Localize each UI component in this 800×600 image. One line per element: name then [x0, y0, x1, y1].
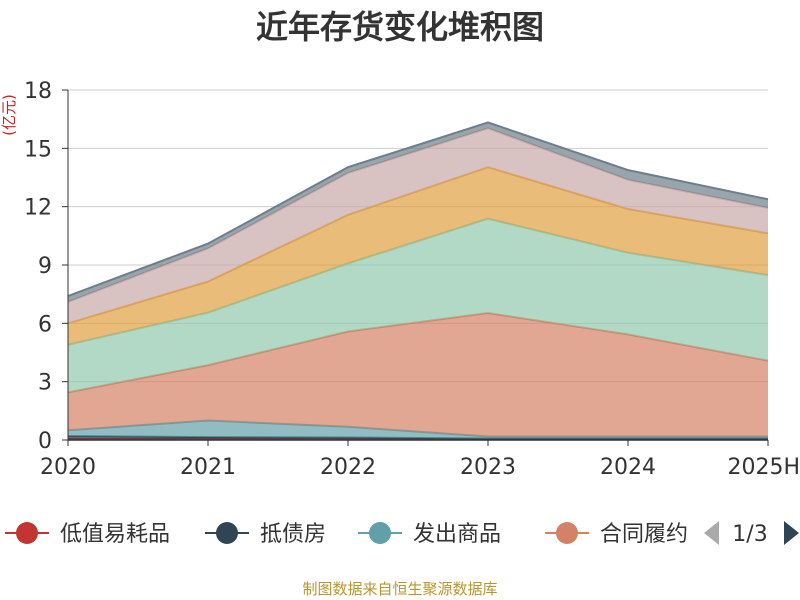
area-series — [67, 121, 769, 441]
area-series-4 — [68, 218, 768, 393]
legend-marker-icon — [16, 522, 38, 544]
area-series-2 — [68, 420, 768, 439]
area-series-3 — [68, 313, 768, 437]
legend-next-page-icon[interactable] — [784, 521, 799, 545]
chart-title: 近年存货变化堆积图 — [256, 8, 544, 46]
x-tick-label: 2022 — [320, 455, 376, 480]
legend-label: 抵债房 — [260, 522, 326, 547]
legend: 低值易耗品 抵债房 发出商品 合同履约 — [5, 522, 688, 547]
data-source-note: 制图数据来自恒生聚源数据库 — [302, 580, 497, 598]
y-tick-label: 6 — [38, 312, 52, 337]
area-series-line-3 — [67, 312, 769, 394]
x-tick-label: 2024 — [600, 455, 656, 480]
legend-marker-icon — [216, 522, 238, 544]
area-series-6 — [68, 128, 768, 324]
area-series-line-7 — [67, 121, 769, 298]
area-series-5 — [68, 167, 768, 345]
legend-item[interactable]: 合同履约 — [545, 522, 688, 547]
y-tick-label: 3 — [38, 371, 52, 396]
x-tick-label: 2025H — [727, 455, 800, 480]
y-tick-label: 12 — [24, 196, 52, 221]
legend-label: 发出商品 — [413, 522, 501, 547]
y-axis-unit: (亿元) — [0, 94, 18, 136]
x-axis-ticks: 2020 2021 2022 2023 2024 2025H — [40, 440, 800, 480]
legend-marker-icon — [369, 522, 391, 544]
legend-item[interactable]: 抵债房 — [205, 522, 326, 547]
x-tick-label: 2023 — [460, 455, 516, 480]
legend-pager: 1/3 — [704, 521, 799, 547]
y-tick-label: 0 — [38, 429, 52, 454]
legend-label: 合同履约 — [600, 522, 688, 547]
y-tick-label: 18 — [24, 79, 52, 104]
y-tick-label: 9 — [38, 254, 52, 279]
legend-prev-page-icon[interactable] — [704, 521, 719, 545]
legend-label: 低值易耗品 — [60, 522, 170, 547]
legend-item[interactable]: 低值易耗品 — [5, 522, 170, 547]
legend-item[interactable]: 发出商品 — [358, 522, 501, 547]
x-tick-label: 2021 — [180, 455, 236, 480]
y-tick-label: 15 — [24, 137, 52, 162]
legend-marker-icon — [556, 522, 578, 544]
y-axis-ticks: 0 3 6 9 12 15 18 — [24, 79, 68, 454]
x-tick-label: 2020 — [40, 455, 96, 480]
legend-page-indicator: 1/3 — [732, 522, 767, 547]
